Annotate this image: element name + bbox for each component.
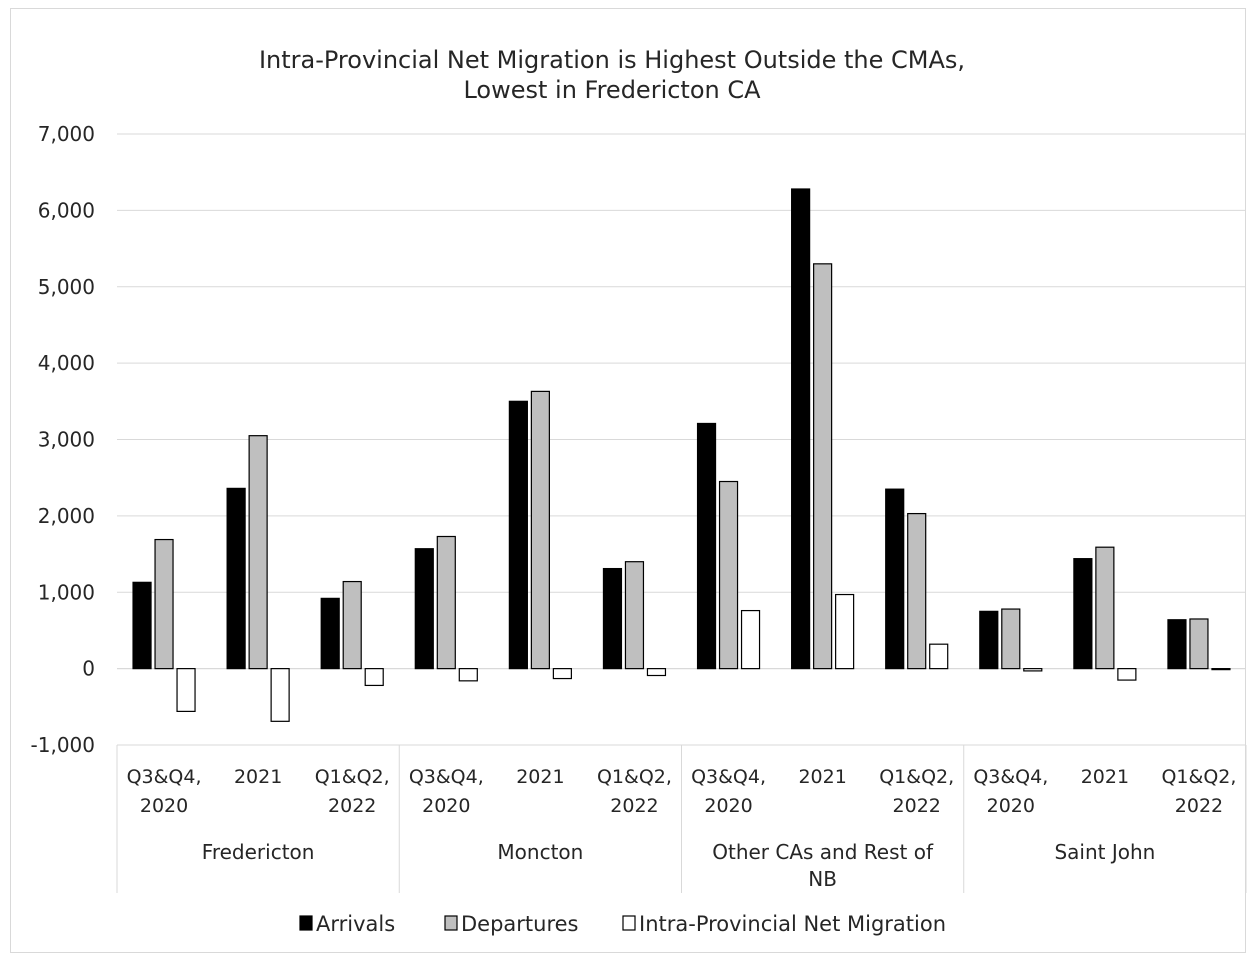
bar-departures — [624, 561, 645, 670]
group-label: Other CAs and Rest of — [712, 840, 934, 864]
bar-arrivals — [696, 422, 717, 670]
y-tick-label: 3,000 — [38, 428, 95, 452]
bar-intra-provincial-net-migration — [646, 668, 667, 677]
bar-departures — [248, 435, 268, 670]
bar-departures — [436, 535, 456, 670]
legend-swatch — [299, 915, 313, 931]
chart-title: Intra-Provincial Net Migration is Highes… — [259, 46, 965, 104]
x-tick-label: Q1&Q2, — [1161, 766, 1236, 788]
gridlines — [117, 133, 1246, 746]
chart-title-line: Lowest in Fredericton CA — [463, 76, 761, 104]
x-tick-label: 2021 — [516, 766, 564, 788]
x-tick-label: Q1&Q2, — [315, 766, 390, 788]
bar-intra-provincial-net-migration — [835, 593, 855, 670]
x-tick-label: Q3&Q4, — [691, 766, 766, 788]
bar-intra-provincial-net-migration — [458, 668, 478, 682]
group-label: Saint John — [1054, 840, 1155, 864]
bar-intra-provincial-net-migration — [552, 668, 572, 680]
y-tick-label: 1,000 — [38, 580, 95, 604]
bar-arrivals — [320, 597, 340, 670]
bar-intra-provincial-net-migration — [740, 609, 761, 670]
bar-intra-provincial-net-migration — [1211, 668, 1231, 671]
bar-arrivals — [979, 610, 999, 670]
x-tick-label: 2021 — [1081, 766, 1129, 788]
y-tick-label: 7,000 — [38, 122, 95, 146]
y-tick-label: 5,000 — [38, 275, 95, 299]
bar-departures — [342, 580, 362, 670]
x-tick-label: 2021 — [234, 766, 282, 788]
x-axis: Q3&Q4, 2020 2021 Q1&Q2, 2022 Fredericton Q3&Q4… — [116, 745, 1247, 893]
x-tick-label: 2022 — [1175, 795, 1223, 817]
bar-departures — [813, 263, 833, 670]
x-tick-label: 2020 — [140, 795, 188, 817]
bar-departures — [718, 480, 739, 670]
x-tick-label: 2022 — [328, 795, 376, 817]
bar-arrivals — [885, 488, 905, 670]
bar-arrivals — [1167, 619, 1187, 670]
group-label: Fredericton — [202, 840, 315, 864]
bar-departures — [907, 512, 927, 670]
bar-intra-provincial-net-migration — [1023, 668, 1043, 672]
x-tick-label: 2020 — [704, 795, 752, 817]
y-tick-label: -1,000 — [31, 733, 95, 757]
y-tick-label: 2,000 — [38, 504, 95, 528]
legend-swatch — [444, 915, 458, 931]
x-tick-label: Q3&Q4, — [127, 766, 202, 788]
y-tick-label: 6,000 — [38, 198, 95, 222]
bar-intra-provincial-net-migration — [176, 668, 196, 712]
x-tick-label: Q1&Q2, — [879, 766, 954, 788]
bar-arrivals — [508, 400, 528, 670]
group-label: NB — [808, 867, 837, 891]
bar-arrivals — [414, 548, 434, 670]
chart-frame — [10, 8, 1246, 953]
bar-intra-provincial-net-migration — [270, 668, 290, 722]
x-tick-label: Q1&Q2, — [597, 766, 672, 788]
bar-arrivals — [132, 581, 152, 670]
bar-departures — [1189, 618, 1209, 670]
bar-intra-provincial-net-migration — [364, 668, 384, 687]
legend-label: Departures — [461, 912, 579, 936]
x-tick-label: 2020 — [422, 795, 470, 817]
y-axis: -1,000 0 1,000 2,000 3,000 4,000 5,000 6,000 7,0… — [31, 122, 95, 757]
x-tick-label: 2022 — [893, 795, 941, 817]
legend-label: Intra-Provincial Net Migration — [639, 912, 946, 936]
x-tick-label: 2022 — [610, 795, 658, 817]
legend-label: Arrivals — [316, 912, 395, 936]
bar-arrivals — [1073, 558, 1093, 670]
y-tick-label: 4,000 — [38, 351, 95, 375]
bar-departures — [1001, 608, 1021, 670]
bar-arrivals — [791, 188, 811, 670]
x-tick-label: Q3&Q4, — [973, 766, 1048, 788]
bar-intra-provincial-net-migration — [1117, 668, 1137, 681]
x-tick-label: 2020 — [987, 795, 1035, 817]
bar-arrivals — [602, 567, 623, 670]
y-tick-label: 0 — [82, 657, 95, 681]
bar-departures — [530, 390, 550, 670]
chart-title-line: Intra-Provincial Net Migration is Highes… — [259, 46, 965, 74]
bar-arrivals — [226, 487, 246, 670]
bar-departures — [1095, 546, 1115, 670]
bar-intra-provincial-net-migration — [929, 643, 949, 670]
bars — [132, 188, 1231, 722]
x-tick-label: 2021 — [798, 766, 846, 788]
legend: Arrivals Departures Intra-Provincial Net M… — [299, 912, 946, 936]
group-label: Moncton — [497, 840, 583, 864]
legend-swatch — [622, 915, 636, 931]
x-tick-label: Q3&Q4, — [409, 766, 484, 788]
bar-departures — [154, 538, 174, 670]
